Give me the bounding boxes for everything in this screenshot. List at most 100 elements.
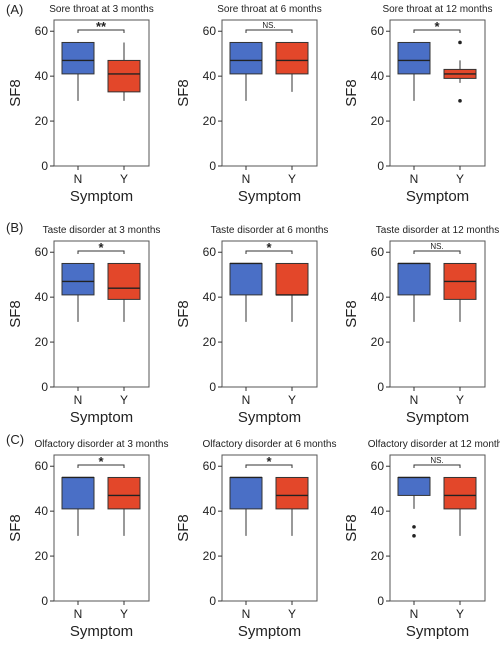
chart-panel: Sore throat at 12 months 0 20 40 60 SF8 N Y Symp… (343, 4, 493, 205)
y-axis-label: SF8 (7, 79, 24, 107)
row-label-a: (A) (6, 2, 23, 17)
x-tick-label: N (74, 607, 83, 621)
y-tick-label: 0 (377, 380, 384, 394)
x-tick-label: N (74, 172, 83, 186)
y-tick-label: 20 (35, 114, 49, 128)
x-axis-label: Symptom (406, 188, 469, 205)
box-n (229, 262, 263, 322)
y-tick-label: 0 (209, 594, 216, 608)
chart-panel: Olfactory disorder at 12 months 0 20 40 60 SF… (343, 439, 500, 640)
plot-frame (389, 454, 486, 602)
box-n (397, 262, 431, 322)
box-y (443, 262, 477, 322)
x-tick-label: N (74, 393, 83, 407)
box-iqr (397, 476, 431, 496)
x-tick-label: N (410, 393, 419, 407)
box-n (229, 476, 263, 536)
x-tick-label: N (410, 607, 419, 621)
y-tick-label: 20 (371, 335, 385, 349)
plot-frame (389, 240, 486, 388)
x-axis-label: Symptom (238, 188, 301, 205)
significance-label: NS. (262, 21, 275, 30)
y-tick-label: 20 (35, 335, 49, 349)
plot-frame (221, 454, 318, 602)
x-axis-label: Symptom (70, 623, 133, 640)
box-iqr (107, 262, 141, 300)
chart-panel: Taste disorder at 3 months 0 20 40 60 SF8 N Y Sy… (7, 225, 160, 426)
y-tick-label: 20 (35, 549, 49, 563)
y-tick-label: 60 (371, 459, 385, 473)
y-tick-label: 0 (41, 159, 48, 173)
box-n (397, 41, 431, 101)
outlier-point (412, 534, 416, 538)
row-label-c: (C) (6, 432, 24, 447)
y-tick-label: 0 (377, 159, 384, 173)
chart-panel: Olfactory disorder at 3 months 0 20 40 60 SF8… (7, 439, 168, 640)
significance-label: NS. (430, 242, 443, 251)
box-iqr (275, 262, 309, 296)
box-iqr (275, 476, 309, 510)
y-tick-label: 40 (35, 69, 49, 83)
significance-bracket (413, 250, 461, 254)
significance-bracket (245, 29, 293, 33)
row-label-b: (B) (6, 220, 23, 235)
y-tick-label: 20 (203, 114, 217, 128)
x-axis-label: Symptom (70, 409, 133, 426)
y-tick-label: 40 (203, 69, 217, 83)
box-y (443, 476, 477, 536)
box-iqr (61, 41, 95, 75)
box-n (61, 476, 95, 536)
box-y (275, 262, 309, 322)
box-y (443, 40, 477, 103)
chart-panel: Taste disorder at 12 months 0 20 40 60 SF8 N YS… (343, 225, 499, 426)
significance-bracket (245, 464, 293, 468)
box-iqr (397, 41, 431, 75)
significance-label: * (266, 454, 272, 469)
plot-frame (389, 19, 486, 167)
y-tick-label: 20 (203, 335, 217, 349)
y-tick-label: 40 (35, 290, 49, 304)
y-tick-label: 60 (203, 245, 217, 259)
box-y (107, 42, 141, 101)
x-tick-label: Y (120, 393, 128, 407)
chart-title: Sore throat at 6 months (217, 4, 322, 15)
x-tick-label: Y (456, 607, 464, 621)
y-tick-label: 40 (203, 504, 217, 518)
box-iqr (107, 476, 141, 510)
chart-panel: Taste disorder at 6 months 0 20 40 60 SF8 N Y Sy… (175, 225, 328, 426)
y-tick-label: 60 (371, 24, 385, 38)
panels-group: Sore throat at 3 months 0 20 40 60 SF8 N Y Sympt… (7, 4, 500, 640)
x-tick-label: Y (288, 607, 296, 621)
box-y (107, 476, 141, 536)
y-tick-label: 0 (41, 594, 48, 608)
y-tick-label: 40 (371, 290, 385, 304)
x-tick-label: Y (288, 393, 296, 407)
x-axis-label: Symptom (70, 188, 133, 205)
x-tick-label: Y (120, 172, 128, 186)
chart-title: Olfactory disorder at 6 months (203, 439, 337, 450)
outlier-point (458, 40, 462, 45)
x-axis-label: Symptom (406, 623, 469, 640)
significance-bracket (77, 250, 125, 254)
significance-label: NS. (430, 456, 443, 465)
y-tick-label: 60 (203, 24, 217, 38)
x-axis-label: Symptom (238, 409, 301, 426)
significance-bracket (413, 464, 461, 468)
x-tick-label: N (242, 607, 251, 621)
significance-label: * (98, 454, 104, 469)
significance-label: * (98, 240, 104, 255)
box-n (229, 41, 263, 101)
box-y (275, 41, 309, 92)
chart-title: Taste disorder at 12 months (376, 225, 499, 236)
y-tick-label: 40 (203, 290, 217, 304)
y-tick-label: 60 (35, 24, 49, 38)
x-tick-label: N (242, 172, 251, 186)
x-tick-label: Y (120, 607, 128, 621)
plot-frame (221, 240, 318, 388)
y-axis-label: SF8 (175, 300, 192, 328)
chart-panel: Sore throat at 3 months 0 20 40 60 SF8 N Y Sympt… (7, 4, 154, 205)
y-axis-label: SF8 (175, 514, 192, 542)
y-tick-label: 0 (41, 380, 48, 394)
x-axis-label: Symptom (238, 623, 301, 640)
plot-frame (53, 454, 150, 602)
